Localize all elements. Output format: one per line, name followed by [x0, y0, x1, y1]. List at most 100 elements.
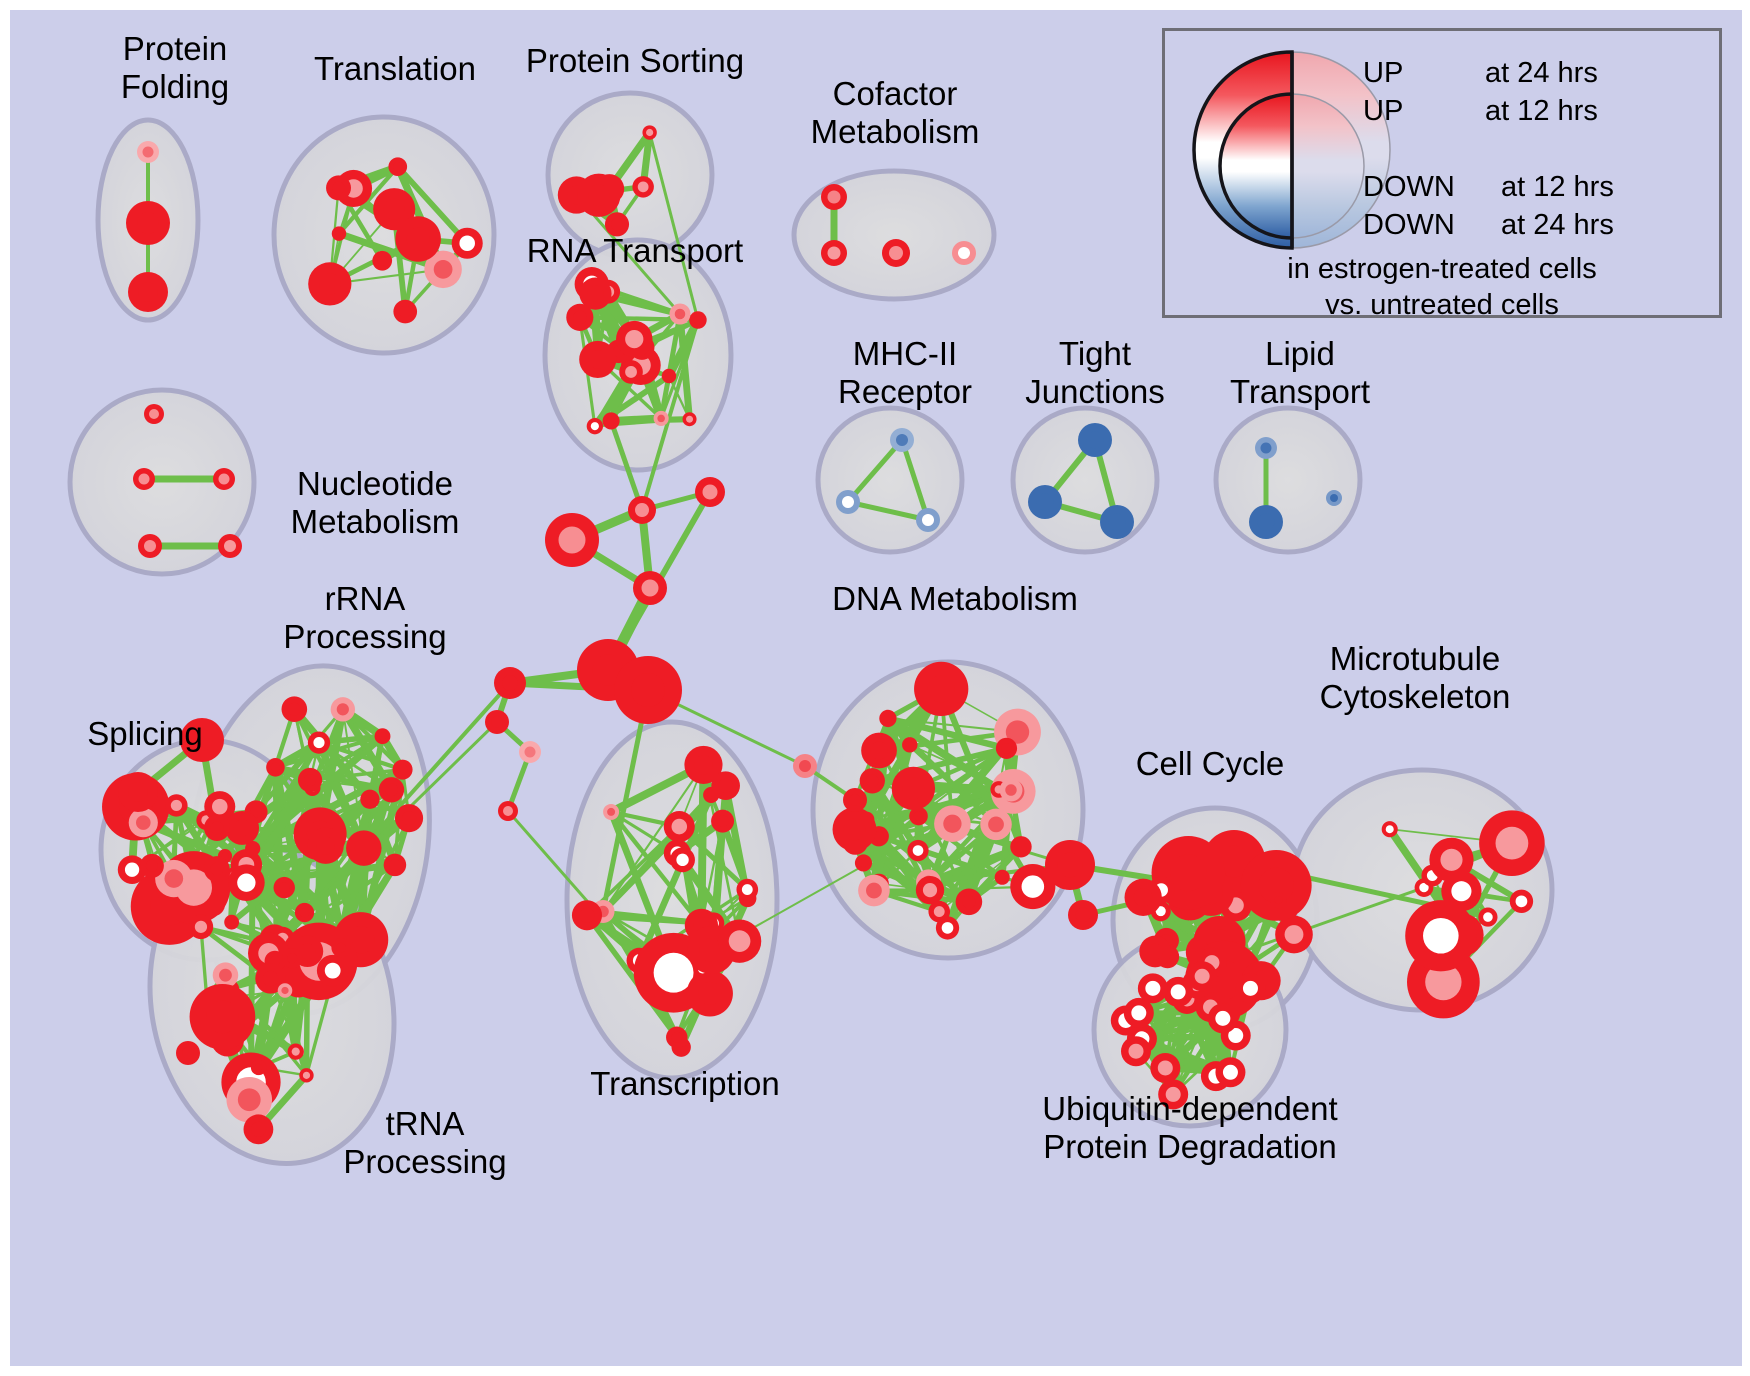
- node-inner-core: [191, 729, 213, 751]
- node-inner-core: [224, 540, 236, 552]
- legend-footer-line2: vs. untreated cells: [1325, 289, 1559, 321]
- network-node-rna-transport: [669, 303, 691, 325]
- cluster-label-dna-metabolism: DNA Metabolism: [832, 580, 1078, 617]
- network-node-dna-metabolism: [995, 737, 1018, 759]
- network-node-dna-metabolism: [955, 888, 983, 916]
- network-node-cell-cycle: [1240, 849, 1312, 921]
- network-node-nucleotide-metabolism: [144, 404, 164, 424]
- node-inner-core: [592, 654, 624, 686]
- node-inner-core: [401, 811, 417, 826]
- network-edge: [608, 809, 704, 928]
- node-inner-core: [889, 246, 903, 260]
- node-inner-core: [250, 806, 262, 818]
- node-inner-core: [303, 773, 317, 787]
- node-inner-core: [631, 673, 665, 707]
- node-inner-core: [138, 282, 158, 302]
- cluster-label-trna-processing: tRNA Processing: [343, 1105, 507, 1180]
- network-node-rna-transport: [602, 412, 620, 430]
- network-node-mhc-ii-receptor: [836, 490, 860, 514]
- network-node-tight-junctions: [1078, 423, 1112, 457]
- node-inner-core: [641, 579, 659, 597]
- node-inner-core: [336, 703, 349, 716]
- node-inner-core: [1440, 848, 1463, 871]
- network-node-bridge: [1068, 900, 1098, 930]
- node-inner-core: [1385, 825, 1394, 834]
- network-node-transcription: [717, 919, 762, 963]
- node-inner-core: [635, 503, 649, 517]
- network-node-translation: [373, 188, 416, 231]
- node-inner-core: [702, 484, 718, 500]
- node-inner-core: [389, 859, 401, 871]
- network-node-rrna-processing: [224, 914, 240, 930]
- node-inner-core: [128, 782, 148, 802]
- node-inner-core: [218, 473, 230, 485]
- network-node-rrna-processing: [225, 810, 260, 845]
- network-node-trna-processing: [212, 962, 239, 988]
- cluster-ellipse-mhc-ii-receptor: [815, 405, 965, 555]
- node-inner-core: [219, 968, 232, 982]
- node-inner-core: [1423, 917, 1459, 954]
- network-node-dna-metabolism: [832, 807, 877, 852]
- cluster-label-protein-sorting: Protein Sorting: [525, 42, 745, 79]
- network-node-rrna-processing: [266, 758, 285, 777]
- network-node-dna-metabolism: [999, 778, 1023, 802]
- network-edge: [273, 734, 385, 770]
- cluster-label-ubiquitin-degradation: Ubiquitin-dependent Protein Degradation: [1042, 1090, 1338, 1165]
- network-node-rrna-processing: [360, 789, 380, 809]
- network-node-bridge: [633, 571, 667, 605]
- cluster-label-mhc-ii-receptor: MHC-II Receptor: [838, 335, 972, 410]
- node-inner-core: [212, 798, 228, 815]
- network-edge: [271, 763, 287, 943]
- network-node-trna-processing: [255, 963, 286, 994]
- node-inner-core: [1005, 720, 1030, 744]
- node-inner-core: [1495, 826, 1529, 860]
- node-inner-core: [313, 737, 325, 749]
- node-inner-core: [865, 774, 879, 788]
- node-inner-core: [905, 740, 914, 749]
- network-node-transcription: [663, 811, 695, 843]
- node-inner-core: [1215, 1010, 1231, 1026]
- network-node-splicing: [180, 718, 224, 762]
- network-edge: [608, 418, 645, 513]
- network-node-rna-transport: [616, 320, 653, 358]
- network-node-cell-cycle: [1270, 891, 1287, 909]
- network-node-dna-metabolism: [994, 869, 1010, 885]
- node-inner-core: [182, 1047, 194, 1059]
- node-inner-core: [671, 818, 688, 835]
- node-inner-core: [922, 514, 934, 526]
- network-node-rna-transport: [619, 360, 643, 384]
- network-node-bridge: [1045, 840, 1095, 890]
- node-inner-core: [699, 938, 724, 962]
- legend-inner-core-12hrs: [1218, 92, 1294, 240]
- network-node-translation: [308, 262, 352, 306]
- network-node-cofactor-metabolism: [952, 241, 976, 265]
- network-node-tight-junctions: [1100, 505, 1134, 539]
- node-inner-core: [1005, 784, 1017, 796]
- network-node-translation: [424, 250, 462, 289]
- network-node-bridge: [545, 513, 599, 567]
- node-inner-core: [287, 953, 298, 964]
- node-inner-core: [1194, 968, 1210, 984]
- node-inner-core: [1086, 431, 1104, 449]
- node-inner-core: [728, 930, 751, 952]
- network-node-microtubule-cytoskeleton: [1478, 907, 1498, 927]
- network-node-dna-metabolism: [1010, 836, 1032, 858]
- network-edge: [640, 318, 700, 512]
- node-inner-core: [248, 844, 257, 853]
- network-node-trna-processing: [299, 1068, 314, 1083]
- network-node-ubiquitin-degradation: [1158, 1079, 1189, 1110]
- node-inner-core: [332, 181, 345, 195]
- node-inner-core: [606, 416, 616, 426]
- network-node-rrna-processing: [307, 731, 331, 754]
- cluster-label-splicing: Splicing: [87, 715, 203, 752]
- node-inner-core: [674, 308, 686, 320]
- network-node-tight-junctions: [1028, 485, 1062, 519]
- node-inner-core: [1242, 980, 1258, 996]
- network-node-ubiquitin-degradation: [1123, 997, 1154, 1028]
- node-inner-core: [270, 762, 281, 772]
- node-inner-core: [142, 146, 154, 158]
- node-inner-core: [625, 329, 644, 349]
- node-inner-core: [170, 799, 183, 812]
- node-inner-core: [587, 285, 604, 302]
